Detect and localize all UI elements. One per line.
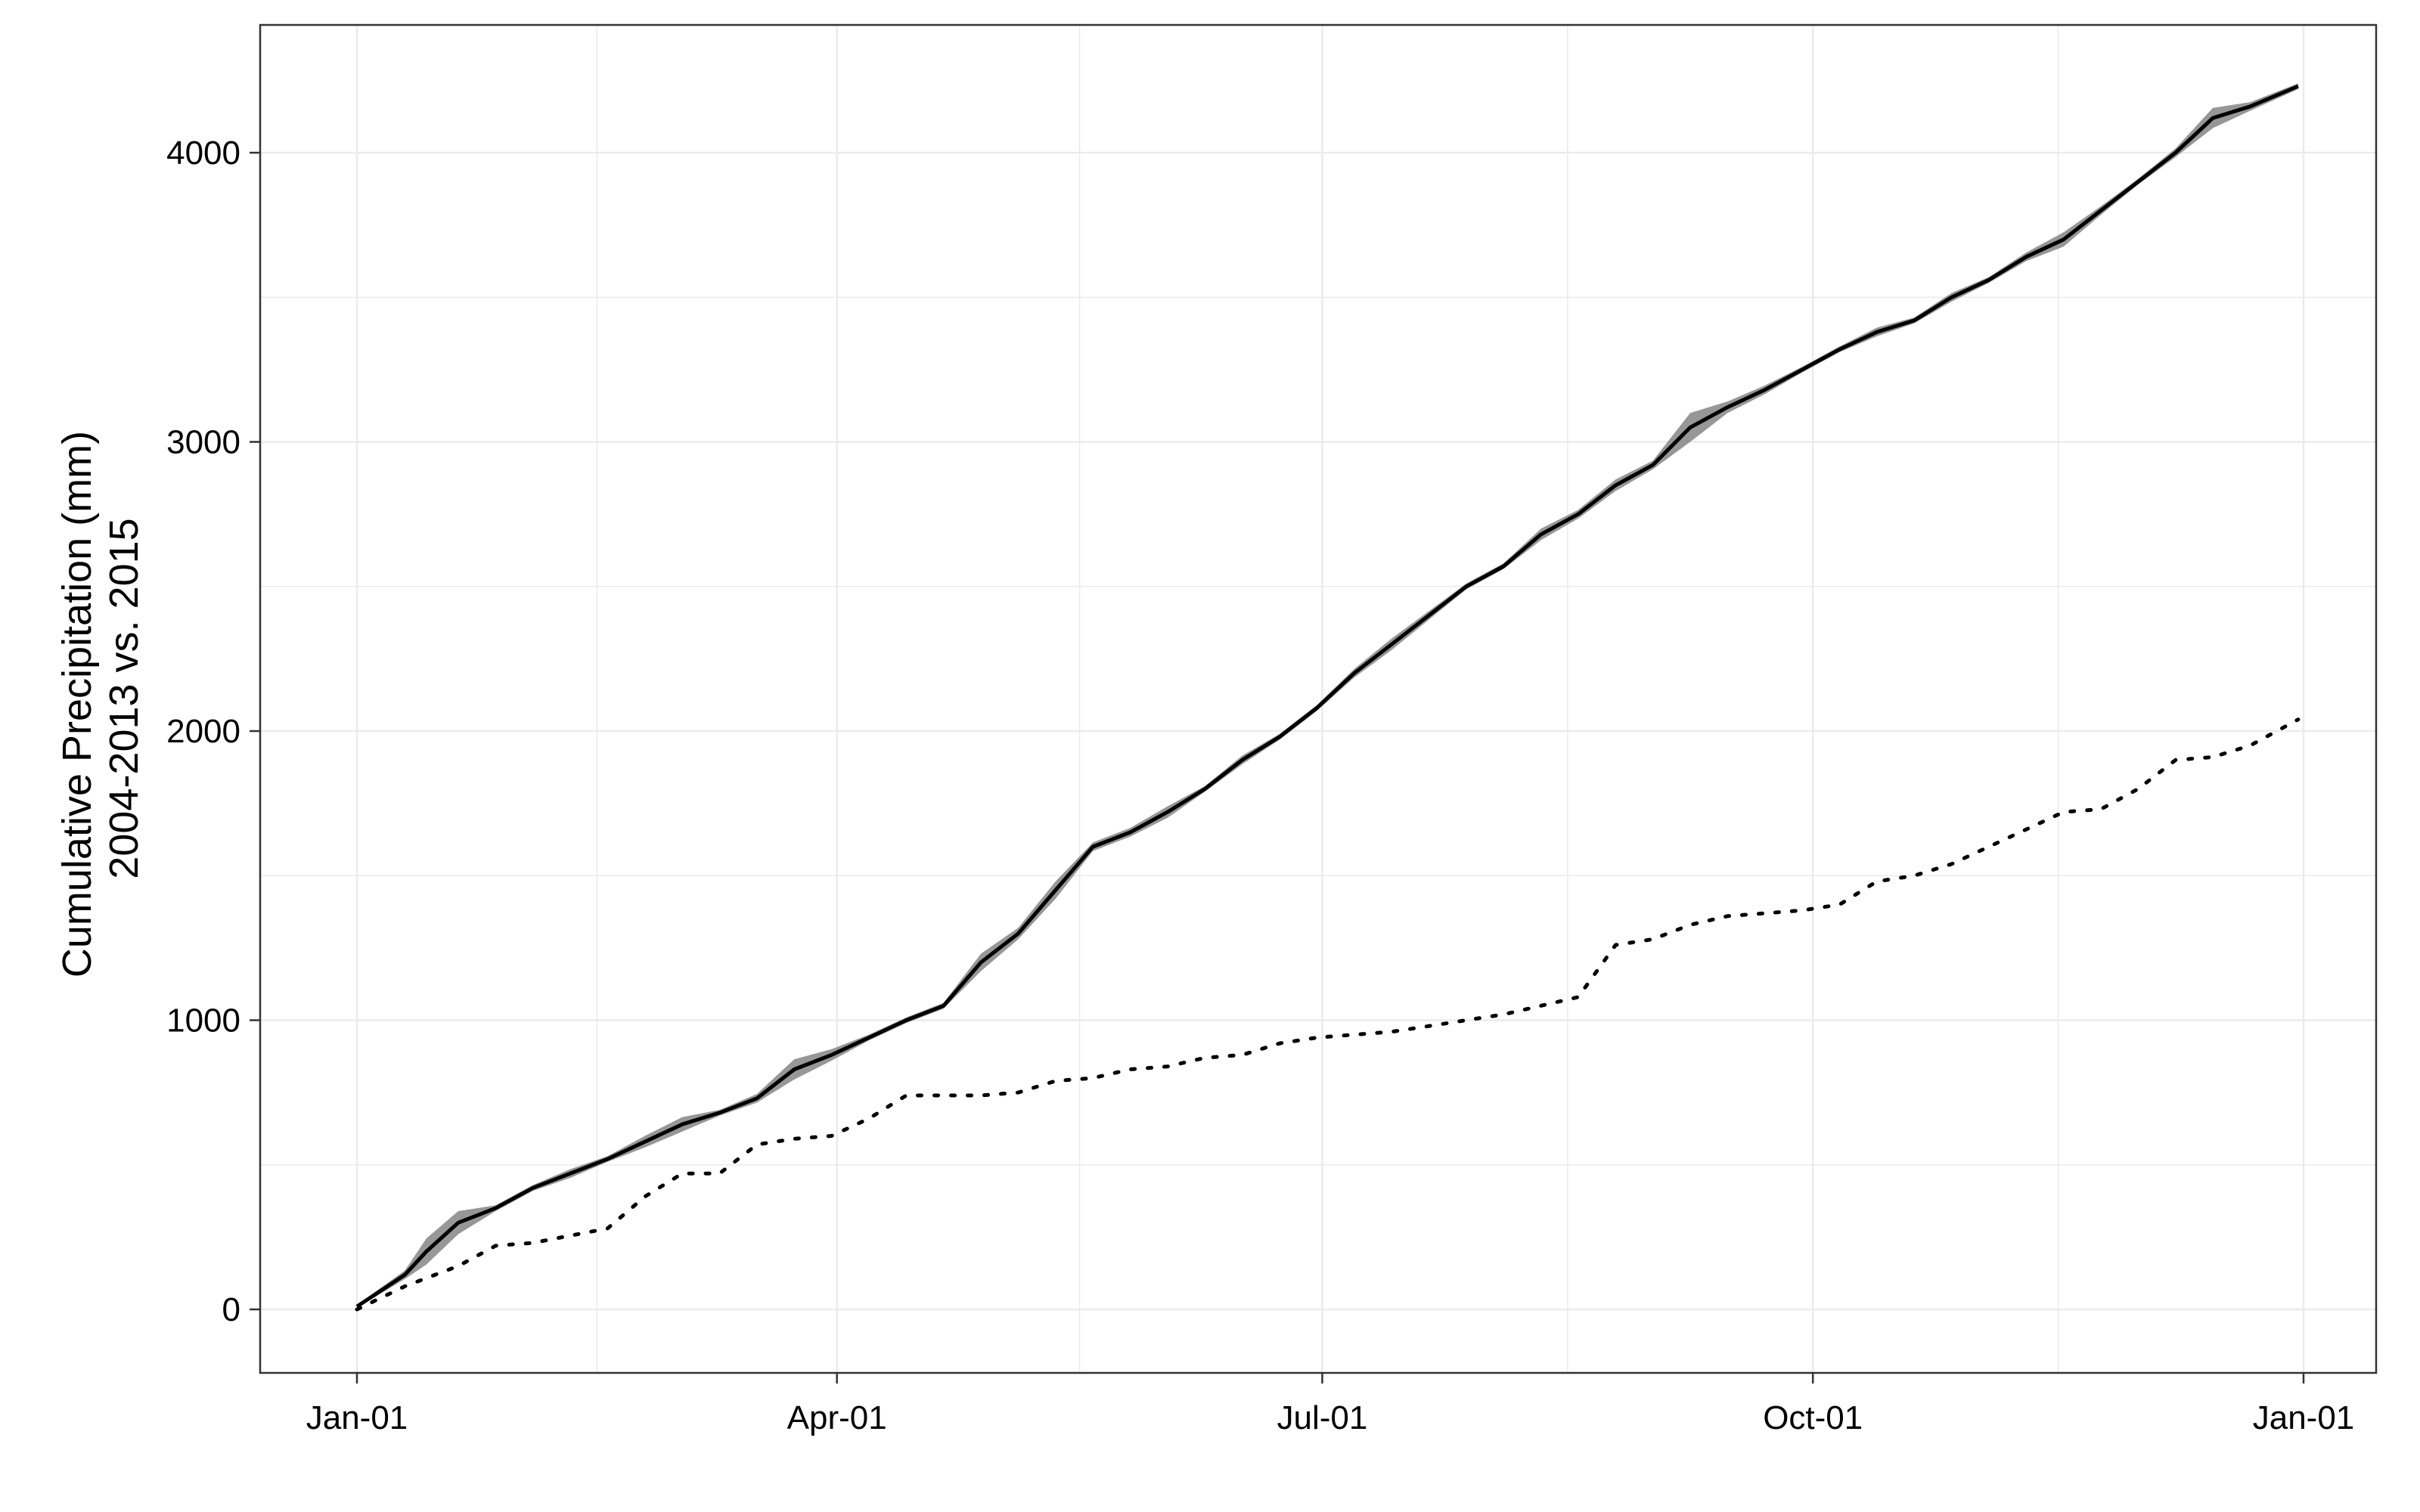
grid-minor xyxy=(260,25,2376,1373)
y-axis-title-line-2: 2004-2013 vs. 2015 xyxy=(101,518,147,878)
y-tick-label: 2000 xyxy=(166,713,240,750)
y-tick-labels: 0 1000 2000 3000 4000 xyxy=(166,135,240,1328)
x-tick-label: Oct-01 xyxy=(1763,1399,1863,1436)
y-axis-title: Cumulative Precipitation (mm) 2004-2013 … xyxy=(54,420,147,978)
axis-ticks xyxy=(250,151,2305,1383)
x-tick-label: Jan-01 xyxy=(2253,1399,2355,1436)
plot-panel xyxy=(260,25,2376,1373)
x-tick-labels: Jan-01 Apr-01 Jul-01 Oct-01 Jan-01 xyxy=(306,1399,2355,1436)
y-tick-label: 3000 xyxy=(166,424,240,461)
y-tick-label: 1000 xyxy=(166,1002,240,1040)
x-tick-label: Apr-01 xyxy=(787,1399,887,1436)
panel-border xyxy=(259,23,2378,1374)
y-axis-title-line-1: Cumulative Precipitation (mm) xyxy=(54,431,100,978)
series-layer xyxy=(355,83,2301,1312)
y-tick-label: 4000 xyxy=(166,135,240,172)
grid-major xyxy=(260,25,2376,1373)
x-tick-label: Jul-01 xyxy=(1277,1399,1368,1436)
series-0-solid-line xyxy=(355,84,2299,1309)
x-tick-label: Jan-01 xyxy=(306,1399,408,1436)
y-tick-label: 0 xyxy=(222,1291,240,1328)
